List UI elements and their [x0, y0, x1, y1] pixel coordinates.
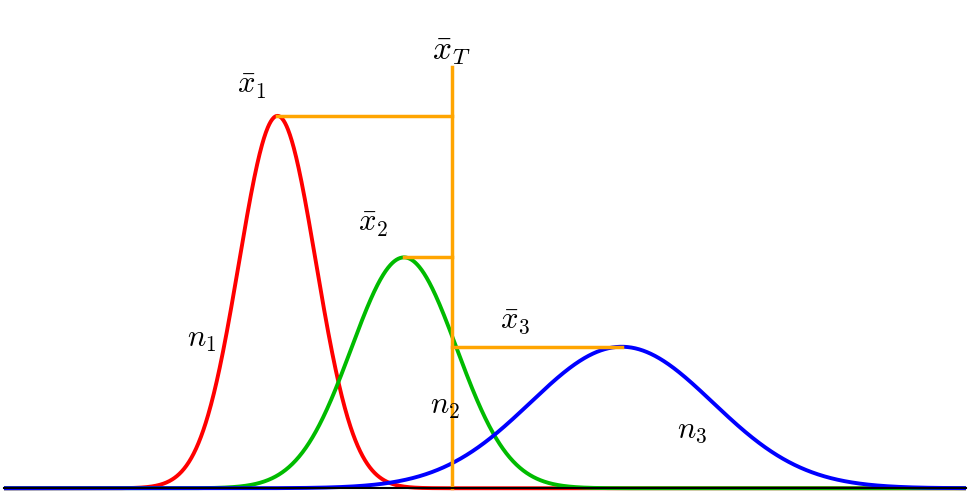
Text: $n_1$: $n_1$	[187, 325, 216, 354]
Text: $n_2$: $n_2$	[429, 392, 459, 421]
Text: $\bar{x}_2$: $\bar{x}_2$	[359, 210, 389, 239]
Text: $\bar{x}_T$: $\bar{x}_T$	[431, 34, 471, 67]
Text: $\bar{x}_3$: $\bar{x}_3$	[500, 307, 530, 336]
Text: $n_3$: $n_3$	[676, 416, 706, 445]
Text: $\bar{x}_1$: $\bar{x}_1$	[237, 72, 266, 101]
